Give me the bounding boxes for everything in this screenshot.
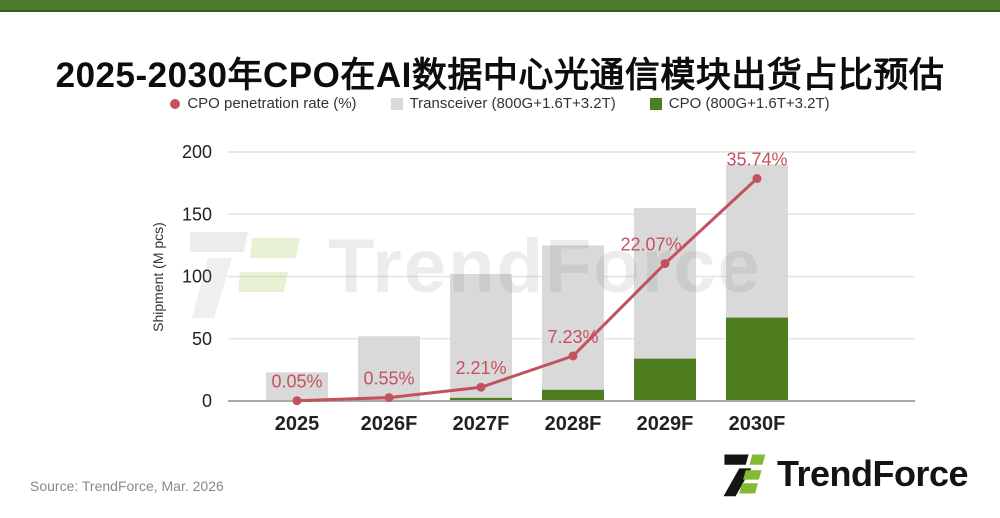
- y-tick-label-100: 100: [182, 267, 212, 287]
- legend-label-transceiver: Transceiver (800G+1.6T+3.2T): [409, 95, 616, 112]
- source-note: Source: TrendForce, Mar. 2026: [30, 478, 224, 494]
- page-title: 2025-2030年CPO在AI数据中心光通信模块出货占比预估: [55, 56, 945, 96]
- watermark-logo-mark: [190, 232, 248, 252]
- trendforce-logo-icon: [723, 454, 766, 497]
- x-tick-label-2027F: 2027F: [453, 413, 510, 435]
- watermark-text: TrendForce: [328, 224, 762, 309]
- line-value-label-2027F: 2.21%: [455, 358, 506, 378]
- y-tick-label-50: 50: [192, 329, 212, 349]
- watermark-logo-mark: [192, 258, 232, 318]
- bar-transceiver-2028F: [542, 245, 604, 401]
- line-value-label-2026F: 0.55%: [363, 369, 414, 389]
- line-marker-2025: [292, 396, 302, 406]
- penetration-rate-line: [296, 177, 759, 403]
- legend-label-penetration: CPO penetration rate (%): [187, 95, 357, 112]
- x-tick-label-2026F: 2026F: [361, 413, 418, 435]
- brand-logo: TrendForce: [717, 448, 969, 500]
- x-tick-label-2030F: 2030F: [729, 413, 786, 435]
- legend-item-penetration-rate: CPO penetration rate (%): [170, 95, 357, 112]
- watermark-logo-mark: [238, 272, 288, 292]
- line-marker-2030F: [752, 174, 762, 184]
- legend-marker-penetration-dot: [170, 98, 181, 109]
- y-axis-title: Shipment (M pcs): [150, 222, 166, 332]
- bar-cpo-2030F: [726, 317, 788, 401]
- legend-item-transceiver: Transceiver (800G+1.6T+3.2T): [390, 95, 616, 112]
- watermark-logo-mark: [250, 238, 300, 258]
- bar-cpo-2028F: [542, 389, 604, 401]
- line-value-label-2025: 0.05%: [271, 372, 322, 392]
- line-value-label-2030F: 35.74%: [726, 150, 787, 170]
- bar-cpo-2027F: [450, 397, 512, 401]
- x-tick-label-2025: 2025: [275, 413, 320, 435]
- line-marker-2026F: [384, 393, 394, 403]
- x-tick-label-2028F: 2028F: [545, 413, 602, 435]
- y-tick-label-200: 200: [182, 142, 212, 162]
- legend-marker-transceiver-square: [390, 97, 403, 110]
- x-tick-label-2029F: 2029F: [637, 413, 694, 435]
- y-tick-label-150: 150: [182, 204, 212, 224]
- legend-marker-cpo-square: [649, 97, 662, 110]
- y-tick-label-0: 0: [202, 391, 212, 411]
- legend-label-cpo: CPO (800G+1.6T+3.2T): [668, 95, 830, 112]
- bar-cpo-2029F: [634, 358, 696, 401]
- line-marker-2029F: [660, 259, 670, 269]
- line-marker-2027F: [476, 382, 486, 392]
- chart-legend: CPO penetration rate (%) Transceiver (80…: [0, 95, 1000, 112]
- top-accent-bar: [0, 0, 1000, 12]
- line-marker-2028F: [568, 351, 578, 361]
- legend-item-cpo: CPO (800G+1.6T+3.2T): [649, 95, 830, 112]
- line-value-label-2028F: 7.23%: [547, 327, 598, 347]
- bar-transceiver-2026F: [358, 336, 420, 401]
- line-value-label-2029F: 22.07%: [620, 235, 681, 255]
- brand-wordmark: TrendForce: [776, 453, 969, 494]
